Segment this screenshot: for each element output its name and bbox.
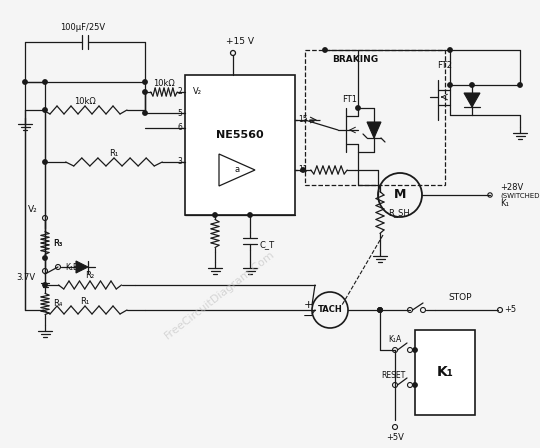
- Circle shape: [143, 90, 147, 94]
- Text: C_T: C_T: [260, 241, 275, 250]
- Circle shape: [470, 83, 474, 87]
- Text: RESET: RESET: [381, 370, 405, 379]
- Text: NE5560: NE5560: [216, 130, 264, 140]
- Text: STOP: STOP: [448, 293, 472, 302]
- Text: 6: 6: [177, 124, 182, 133]
- Text: 10kΩ: 10kΩ: [74, 96, 96, 105]
- Circle shape: [43, 256, 47, 260]
- Circle shape: [143, 80, 147, 84]
- Text: K₁: K₁: [500, 199, 509, 208]
- Text: R₃: R₃: [53, 238, 62, 247]
- Text: R₁: R₁: [110, 148, 119, 158]
- Text: 5: 5: [177, 108, 182, 117]
- Text: TACH: TACH: [318, 306, 342, 314]
- Circle shape: [356, 106, 360, 110]
- Bar: [185, 75, 295, 215]
- Polygon shape: [464, 93, 480, 107]
- Circle shape: [378, 308, 382, 312]
- Text: (SWITCHED): (SWITCHED): [500, 193, 540, 199]
- Text: 10kΩ: 10kΩ: [153, 78, 175, 87]
- Text: M: M: [394, 189, 406, 202]
- Circle shape: [43, 160, 47, 164]
- Text: +28V: +28V: [500, 182, 523, 191]
- Text: FreeCircuitDiagram.Com: FreeCircuitDiagram.Com: [163, 249, 277, 341]
- Text: R₂: R₂: [85, 271, 94, 280]
- Text: R₃: R₃: [53, 238, 62, 247]
- Text: a: a: [234, 165, 240, 175]
- Circle shape: [248, 213, 252, 217]
- Text: FT2: FT2: [437, 60, 453, 69]
- Text: 3.7V: 3.7V: [16, 273, 35, 283]
- Text: 2: 2: [177, 87, 182, 96]
- Bar: [305, 50, 445, 185]
- Text: 100µF/25V: 100µF/25V: [60, 23, 105, 33]
- Circle shape: [43, 80, 47, 84]
- Circle shape: [378, 308, 382, 312]
- Text: +5: +5: [504, 306, 516, 314]
- Text: −: −: [303, 310, 313, 323]
- Text: +5V: +5V: [386, 432, 404, 441]
- Text: R₄: R₄: [53, 300, 63, 309]
- Text: FT1: FT1: [342, 95, 357, 104]
- Bar: [415, 330, 475, 415]
- Text: +15 V: +15 V: [226, 38, 254, 47]
- Polygon shape: [76, 261, 88, 273]
- Circle shape: [43, 283, 47, 287]
- Circle shape: [413, 348, 417, 352]
- Circle shape: [448, 83, 452, 87]
- Text: K₁: K₁: [436, 366, 454, 379]
- Circle shape: [23, 80, 27, 84]
- Text: +: +: [303, 300, 313, 310]
- Text: R₁: R₁: [80, 297, 90, 306]
- Polygon shape: [367, 122, 381, 138]
- Circle shape: [448, 48, 452, 52]
- Circle shape: [301, 168, 305, 172]
- Text: K₁B: K₁B: [65, 263, 78, 271]
- Circle shape: [518, 83, 522, 87]
- Text: R_SH: R_SH: [388, 208, 410, 217]
- Circle shape: [43, 108, 47, 112]
- Text: 11: 11: [298, 165, 307, 175]
- Text: 15: 15: [298, 116, 308, 125]
- Circle shape: [143, 111, 147, 115]
- Circle shape: [323, 48, 327, 52]
- Text: 3: 3: [177, 158, 182, 167]
- Circle shape: [413, 383, 417, 387]
- Text: BRAKING: BRAKING: [332, 56, 378, 65]
- Text: V₂: V₂: [28, 206, 38, 215]
- Text: K₁A: K₁A: [388, 336, 402, 345]
- Circle shape: [213, 213, 217, 217]
- Circle shape: [378, 308, 382, 312]
- Text: V₂: V₂: [193, 87, 202, 96]
